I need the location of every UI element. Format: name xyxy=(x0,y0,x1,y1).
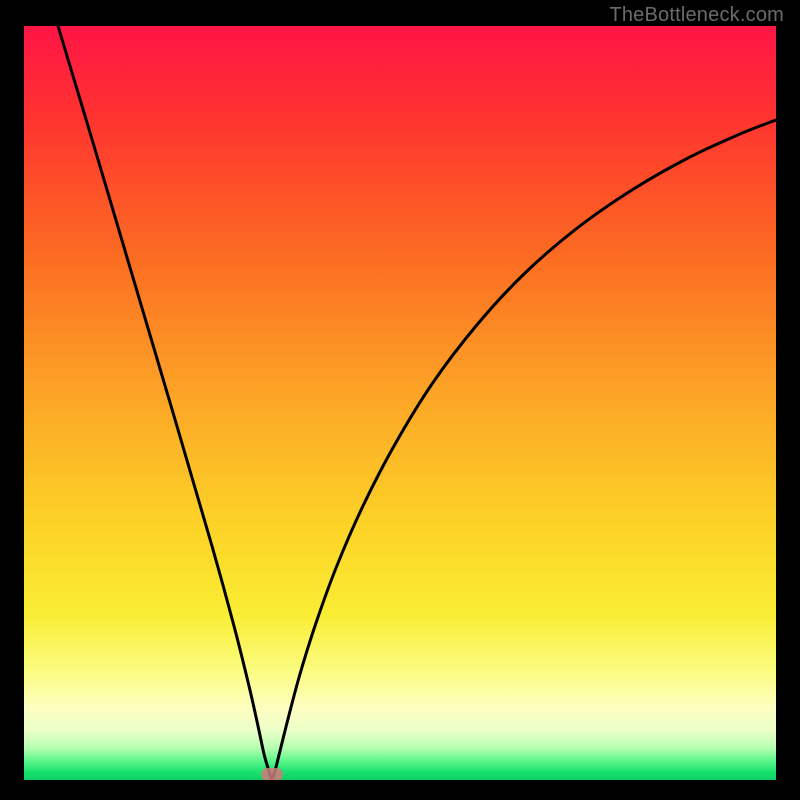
optimum-marker xyxy=(261,768,283,781)
curve-left-branch xyxy=(58,26,272,779)
curve-right-branch xyxy=(273,120,777,779)
plot-area xyxy=(24,26,776,780)
watermark-text: TheBottleneck.com xyxy=(609,4,784,27)
bottleneck-curve xyxy=(24,26,776,780)
chart-frame: TheBottleneck.com xyxy=(0,0,800,800)
